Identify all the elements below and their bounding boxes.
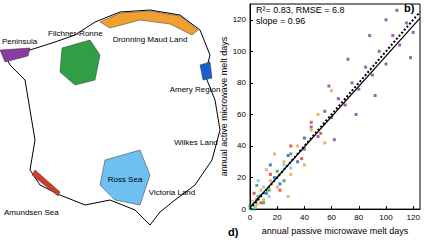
svg-text:100: 100 (379, 213, 393, 222)
svg-text:120: 120 (407, 213, 421, 222)
svg-text:Amery Region: Amery Region (170, 85, 221, 94)
svg-text:R²= 0.83, RMSE = 6.8: R²= 0.83, RMSE = 6.8 (256, 5, 345, 15)
svg-text:annual passive microwave melt: annual passive microwave melt days (262, 226, 409, 236)
svg-text:Wilkes Land: Wilkes Land (174, 138, 218, 147)
svg-text:40: 40 (237, 141, 246, 150)
svg-text:b): b) (404, 2, 415, 14)
svg-text:Amundsen Sea: Amundsen Sea (4, 208, 59, 217)
svg-text:80: 80 (354, 213, 363, 222)
svg-text:100: 100 (233, 47, 247, 56)
svg-text:Victoria Land: Victoria Land (149, 188, 196, 197)
svg-text:0: 0 (248, 213, 253, 222)
svg-text:Ross Sea: Ross Sea (108, 175, 143, 184)
svg-text:Peninsula: Peninsula (2, 37, 38, 46)
svg-text:20: 20 (237, 173, 246, 182)
svg-text:Filchner-Ronne: Filchner-Ronne (48, 29, 103, 38)
svg-text:slope = 0.96: slope = 0.96 (256, 16, 305, 26)
svg-text:Dronning Maud Land: Dronning Maud Land (113, 35, 188, 44)
svg-text:40: 40 (300, 213, 309, 222)
svg-text:80: 80 (237, 78, 246, 87)
svg-text:annual active microwave melt d: annual active microwave melt days (219, 36, 229, 176)
svg-text:0: 0 (242, 205, 247, 214)
svg-text:20: 20 (273, 213, 282, 222)
svg-text:60: 60 (237, 110, 246, 119)
svg-text:d): d) (228, 226, 239, 238)
svg-text:120: 120 (233, 15, 247, 24)
svg-text:60: 60 (327, 213, 336, 222)
